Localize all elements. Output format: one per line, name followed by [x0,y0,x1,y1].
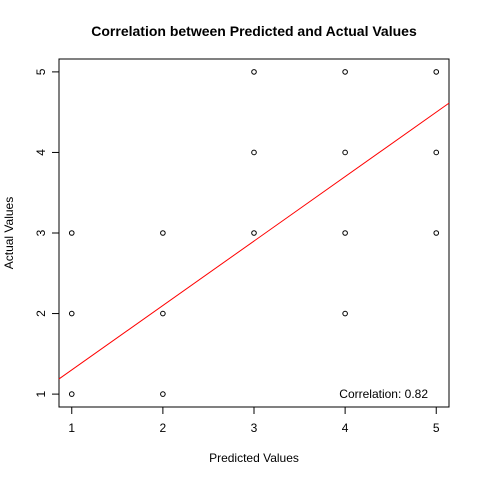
data-point [68,391,75,397]
data-point [160,310,166,317]
data-point [251,69,257,75]
x-tick-label: 3 [251,421,258,435]
correlation-annotation: Correlation: 0.82 [339,387,428,401]
data-point [342,310,348,317]
x-tick-label: 1 [68,421,75,435]
data-point [251,149,257,156]
data-point [433,230,440,236]
chart-title: Correlation between Predicted and Actual… [91,23,417,39]
data-point [68,310,75,317]
x-tick-label: 5 [433,421,440,435]
data-point [433,149,440,156]
regression-line-group [58,102,450,380]
y-axis: 1 2 3 4 5 [34,68,59,397]
y-tick-label: 4 [34,149,48,156]
x-tick-label: 4 [342,421,349,435]
y-tick-label: 1 [34,390,48,397]
y-tick-label: 3 [34,229,48,236]
data-point [160,391,166,397]
x-axis-label: Predicted Values [209,451,299,465]
x-axis: 1 2 3 4 5 [68,407,440,435]
data-point [433,69,440,75]
data-point [68,230,75,236]
x-tick-label: 2 [160,421,167,435]
regression-line [58,102,450,380]
data-point [160,230,166,236]
data-point [342,149,348,156]
data-point [342,69,348,75]
plot-frame [58,58,450,408]
y-tick-label: 2 [34,310,48,317]
y-axis-label: Actual Values [2,197,16,270]
data-point [342,230,348,236]
data-point [251,230,257,236]
y-tick-label: 5 [34,68,48,75]
data-points [68,69,440,397]
